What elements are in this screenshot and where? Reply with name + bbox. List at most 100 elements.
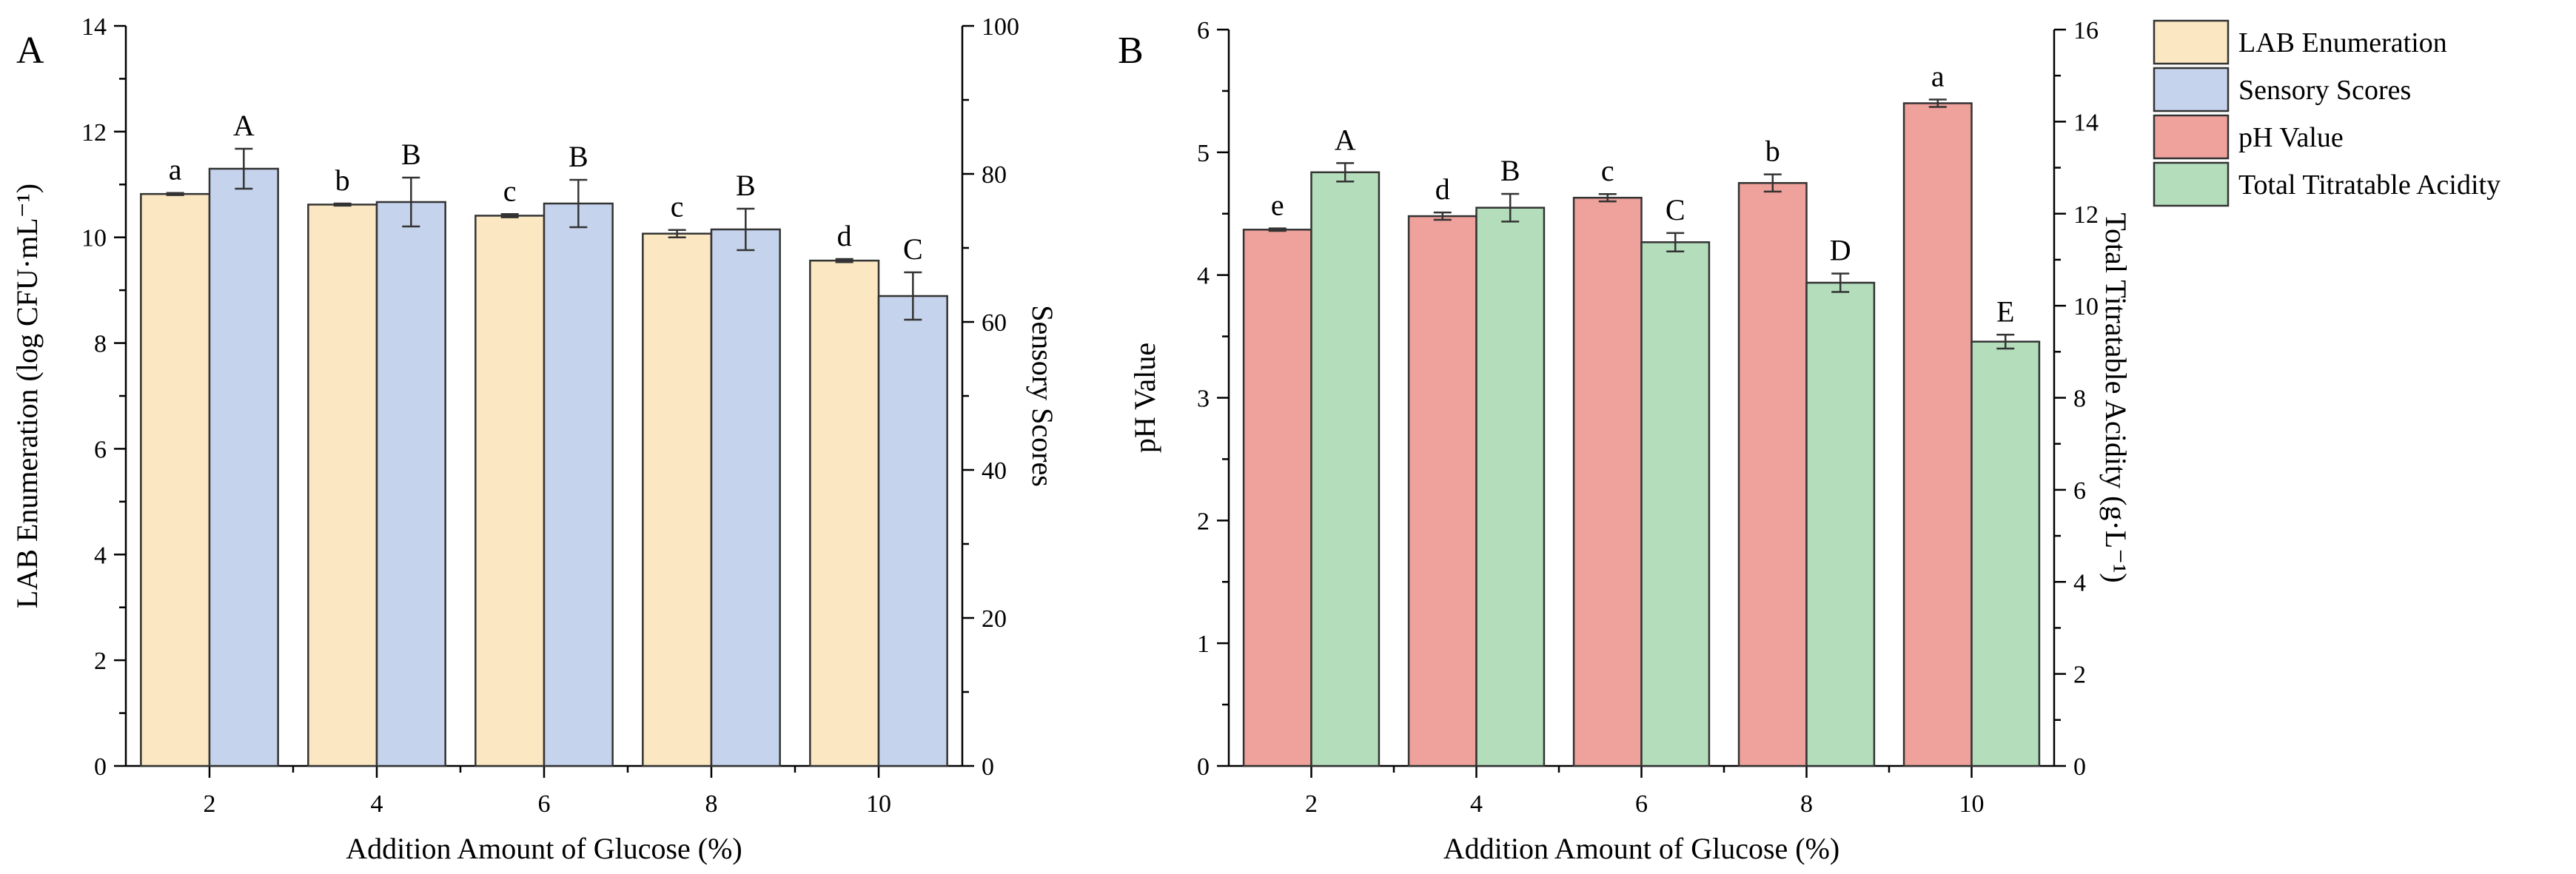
y2-tick-label: 20	[982, 605, 1007, 633]
y2-tick-label: 4	[2073, 569, 2086, 596]
significance-letter: B	[1500, 154, 1520, 187]
significance-letter: B	[401, 138, 421, 171]
legend-label: LAB Enumeration	[2238, 27, 2447, 58]
significance-letter: a	[1931, 60, 1945, 93]
bar-ph-6	[1572, 196, 1643, 767]
y-tick-label: 12	[81, 119, 107, 147]
significance-letter: B	[736, 169, 756, 202]
bar-tta-4	[1475, 206, 1546, 767]
legend-swatch-tta	[2153, 161, 2230, 207]
y2-tick-label: 60	[982, 309, 1007, 337]
x-tick-label: 10	[866, 790, 891, 818]
significance-letter: A	[1335, 123, 1356, 156]
legend-swatch-ph	[2153, 114, 2230, 160]
y2-tick-label: 10	[2073, 293, 2099, 320]
significance-letter: B	[568, 140, 588, 173]
bar-ph-4	[1407, 215, 1477, 767]
bar-sensory-6	[543, 202, 614, 767]
x-tick-label: 6	[538, 790, 551, 818]
bar-lab-2	[140, 192, 211, 767]
significance-letter: D	[1830, 234, 1851, 267]
panel-b-chart: B012345602468101214162eA4dB6cC8bD10aEpH …	[1118, 17, 2133, 865]
y-tick-label: 10	[81, 225, 107, 252]
legend-label: Sensory Scores	[2238, 75, 2411, 106]
significance-letter: c	[503, 174, 517, 207]
bar-tta-2	[1310, 171, 1381, 767]
significance-letter: d	[837, 219, 852, 252]
y-tick-label: 8	[94, 331, 107, 358]
bar-ph-8	[1737, 182, 1808, 767]
y-tick-label: 0	[94, 753, 107, 781]
y2-tick-label: 12	[2073, 201, 2099, 229]
significance-letter: b	[1765, 135, 1780, 168]
bar-lab-8	[642, 232, 713, 767]
legend-label: Total Titratable Acidity	[2238, 169, 2500, 201]
x-tick-label: 4	[1470, 790, 1483, 818]
bar-sensory-4	[375, 201, 446, 767]
y-tick-label: 4	[1197, 263, 1210, 290]
significance-letter: A	[233, 109, 255, 142]
significance-letter: C	[1666, 193, 1686, 226]
significance-letter: E	[1996, 295, 2014, 328]
panel-label: A	[16, 30, 44, 72]
y-tick-label: 2	[94, 648, 107, 675]
y2-tick-label: 100	[982, 13, 1019, 41]
bar-lab-10	[809, 259, 880, 767]
bar-sensory-10	[877, 295, 948, 767]
panel-label: B	[1118, 30, 1144, 72]
y-tick-label: 3	[1197, 386, 1210, 413]
y-tick-label: 0	[1197, 753, 1210, 781]
y-axis-title: LAB Enumeration (log CFU·mL⁻¹)	[10, 184, 44, 608]
y2-tick-label: 0	[982, 753, 994, 781]
significance-letter: c	[671, 190, 684, 223]
y2-tick-label: 40	[982, 457, 1007, 485]
legend-swatch-lab	[2153, 19, 2230, 65]
y2-tick-label: 6	[2073, 477, 2086, 505]
y-tick-label: 1	[1197, 631, 1210, 658]
x-tick-label: 8	[1800, 790, 1813, 818]
y-tick-label: 6	[94, 436, 107, 463]
significance-letter: C	[903, 232, 923, 266]
y2-tick-label: 0	[2073, 753, 2086, 781]
y-tick-label: 4	[94, 542, 107, 569]
x-tick-label: 6	[1635, 790, 1648, 818]
x-axis-title: Addition Amount of Glucose (%)	[346, 832, 742, 865]
y2-axis-title: Sensory Scores	[1026, 305, 1059, 487]
x-tick-label: 2	[1305, 790, 1318, 818]
y-tick-label: 5	[1197, 140, 1210, 167]
y-tick-label: 2	[1197, 508, 1210, 535]
x-tick-label: 10	[1959, 790, 1985, 818]
bar-tta-10	[1970, 340, 2041, 767]
bar-lab-4	[307, 204, 378, 767]
x-tick-label: 2	[204, 790, 216, 818]
bar-sensory-8	[710, 228, 781, 767]
bar-ph-2	[1242, 229, 1312, 767]
significance-letter: c	[1601, 154, 1614, 187]
bar-ph-10	[1902, 102, 1973, 767]
bar-sensory-2	[208, 167, 279, 767]
y-tick-label: 6	[1197, 17, 1210, 44]
bar-lab-6	[474, 215, 546, 767]
y2-tick-label: 16	[2073, 17, 2099, 44]
significance-letter: a	[169, 153, 182, 186]
y-tick-label: 14	[81, 13, 107, 41]
significance-letter: e	[1271, 189, 1284, 222]
y2-tick-label: 8	[2073, 386, 2086, 413]
legend-label: pH Value	[2238, 122, 2344, 153]
legend-swatch-sensory	[2153, 67, 2230, 112]
y2-tick-label: 80	[982, 161, 1007, 189]
y2-axis-title: Total Titratable Acidity (g·L⁻¹)	[2099, 212, 2133, 582]
y2-tick-label: 14	[2073, 109, 2099, 136]
significance-letter: b	[335, 164, 350, 197]
legend: LAB Enumeration Sensory Scores pH Value Tot…	[2153, 19, 2500, 207]
x-tick-label: 8	[705, 790, 718, 818]
x-axis-title: Addition Amount of Glucose (%)	[1443, 832, 1840, 865]
bar-tta-8	[1805, 281, 1876, 767]
bar-tta-6	[1640, 241, 1711, 767]
y2-tick-label: 2	[2073, 662, 2086, 689]
panel-a-chart: A 0 2 4 6 8 10 12 14 0 20 40 60 80 100 2 a A 4 b B 6 c B 8 c B 10 d C…	[10, 13, 1059, 865]
y-axis-title: pH Value	[1128, 343, 1161, 453]
x-tick-label: 4	[371, 790, 383, 818]
significance-letter: d	[1435, 172, 1450, 206]
